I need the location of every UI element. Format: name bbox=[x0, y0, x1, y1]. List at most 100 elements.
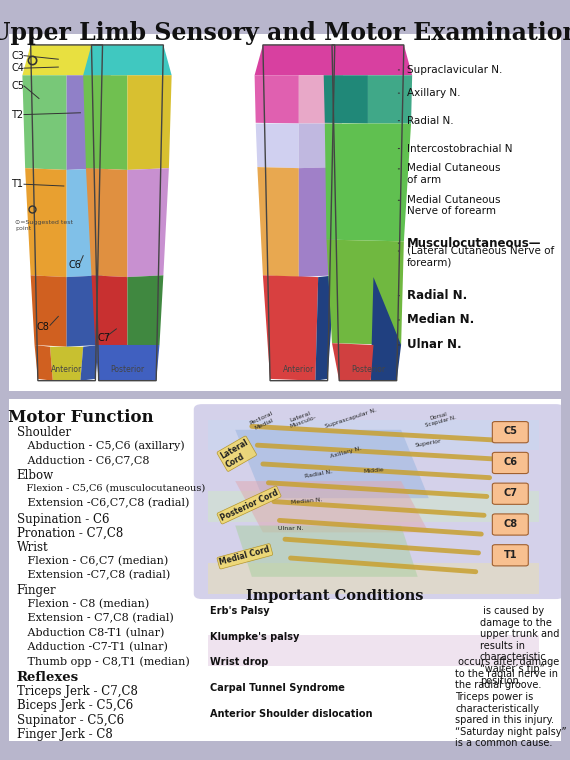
Text: Anterior: Anterior bbox=[51, 365, 82, 374]
Text: Lateral
Cord: Lateral Cord bbox=[219, 438, 255, 470]
Text: Erb's Palsy: Erb's Palsy bbox=[210, 606, 270, 616]
Polygon shape bbox=[22, 45, 111, 75]
Text: T2: T2 bbox=[11, 109, 23, 119]
Polygon shape bbox=[92, 275, 128, 347]
Polygon shape bbox=[299, 123, 342, 168]
Polygon shape bbox=[263, 275, 318, 381]
FancyBboxPatch shape bbox=[207, 635, 539, 666]
Text: Intercostobrachial N: Intercostobrachial N bbox=[406, 144, 512, 154]
Text: C6: C6 bbox=[68, 260, 81, 270]
Text: Radial N.: Radial N. bbox=[304, 470, 332, 479]
Text: Supraclavicular N.: Supraclavicular N. bbox=[406, 65, 502, 75]
Polygon shape bbox=[128, 275, 164, 347]
Text: Suprascapular N.: Suprascapular N. bbox=[325, 407, 378, 429]
Polygon shape bbox=[83, 75, 128, 170]
Polygon shape bbox=[325, 123, 411, 242]
Polygon shape bbox=[86, 168, 128, 277]
Polygon shape bbox=[256, 123, 299, 168]
Text: Musculocutaneous—: Musculocutaneous— bbox=[406, 236, 541, 250]
Text: C5: C5 bbox=[11, 81, 25, 91]
Polygon shape bbox=[299, 75, 343, 123]
FancyBboxPatch shape bbox=[207, 347, 539, 378]
Text: Wrist: Wrist bbox=[17, 541, 48, 554]
Text: ⊙=Suggested test
point: ⊙=Suggested test point bbox=[15, 220, 73, 231]
Text: C8: C8 bbox=[36, 322, 49, 332]
Polygon shape bbox=[31, 275, 67, 347]
Text: Extension -C7,C8 (radial): Extension -C7,C8 (radial) bbox=[17, 570, 170, 581]
FancyBboxPatch shape bbox=[492, 452, 528, 473]
Text: Finger: Finger bbox=[17, 584, 56, 597]
Polygon shape bbox=[324, 45, 412, 75]
Polygon shape bbox=[50, 347, 83, 381]
Text: Abduction C8-T1 (ulnar): Abduction C8-T1 (ulnar) bbox=[17, 628, 164, 638]
Text: Flexion - C8 (median): Flexion - C8 (median) bbox=[17, 599, 149, 609]
Text: Elbow: Elbow bbox=[17, 470, 54, 483]
Polygon shape bbox=[235, 430, 429, 499]
Text: Superior: Superior bbox=[415, 439, 442, 448]
Polygon shape bbox=[25, 168, 67, 277]
Text: C5: C5 bbox=[503, 426, 518, 436]
Text: Ulnar N.: Ulnar N. bbox=[406, 338, 461, 351]
Text: Upper Limb Sensory and Motor Examination: Upper Limb Sensory and Motor Examination bbox=[0, 21, 570, 46]
Text: Anterior Shoulder dislocation: Anterior Shoulder dislocation bbox=[210, 708, 373, 718]
FancyBboxPatch shape bbox=[3, 395, 567, 745]
Text: Axillary N.: Axillary N. bbox=[406, 88, 460, 98]
Polygon shape bbox=[315, 275, 335, 381]
Text: Axillary N.: Axillary N. bbox=[329, 445, 362, 458]
FancyBboxPatch shape bbox=[194, 404, 564, 599]
Text: Pronation - C7,C8: Pronation - C7,C8 bbox=[17, 527, 123, 540]
Text: Wrist drop: Wrist drop bbox=[210, 657, 268, 667]
Text: Medial Cutaneous
of arm: Medial Cutaneous of arm bbox=[406, 163, 500, 185]
Text: Flexion - C5,C6 (musculocutaneous): Flexion - C5,C6 (musculocutaneous) bbox=[17, 484, 205, 492]
Text: C7: C7 bbox=[503, 488, 518, 498]
Text: T1: T1 bbox=[11, 179, 23, 189]
Polygon shape bbox=[255, 75, 299, 123]
Polygon shape bbox=[128, 75, 172, 170]
Text: occurs after damage to the radial nerve in the radial groove. Triceps power is c: occurs after damage to the radial nerve … bbox=[455, 657, 567, 749]
Polygon shape bbox=[368, 75, 412, 123]
Polygon shape bbox=[299, 167, 340, 277]
Polygon shape bbox=[67, 168, 108, 277]
Text: T1: T1 bbox=[504, 549, 518, 559]
Polygon shape bbox=[258, 167, 299, 277]
Text: C8: C8 bbox=[503, 519, 518, 529]
Text: Ulnar N.: Ulnar N. bbox=[278, 527, 303, 531]
Text: C6: C6 bbox=[503, 458, 518, 467]
Polygon shape bbox=[370, 277, 401, 381]
Polygon shape bbox=[324, 75, 368, 123]
Text: Pectoral
Medial: Pectoral Medial bbox=[249, 411, 276, 432]
Text: Klumpke's palsy: Klumpke's palsy bbox=[210, 632, 300, 641]
Text: Median N.: Median N. bbox=[291, 498, 323, 505]
Text: C3: C3 bbox=[11, 51, 24, 61]
Text: Reflexes: Reflexes bbox=[17, 670, 79, 683]
Text: Posterior: Posterior bbox=[351, 365, 385, 374]
Polygon shape bbox=[80, 345, 99, 381]
Text: Radial N.: Radial N. bbox=[406, 289, 467, 302]
FancyBboxPatch shape bbox=[207, 492, 539, 522]
Text: Triceps Jerk - C7,C8: Triceps Jerk - C7,C8 bbox=[17, 685, 138, 698]
Polygon shape bbox=[95, 345, 160, 381]
Text: Radial N.: Radial N. bbox=[406, 116, 453, 125]
Text: C7: C7 bbox=[97, 333, 110, 343]
Text: Thumb opp - C8,T1 (median): Thumb opp - C8,T1 (median) bbox=[17, 656, 190, 667]
Polygon shape bbox=[67, 275, 103, 347]
Text: C4: C4 bbox=[11, 63, 24, 73]
Text: Medial Cutaneous
Nerve of forearm: Medial Cutaneous Nerve of forearm bbox=[406, 195, 500, 217]
Text: Carpal Tunnel Syndrome: Carpal Tunnel Syndrome bbox=[210, 683, 345, 693]
Polygon shape bbox=[22, 75, 67, 170]
Text: Biceps Jerk - C5,C6: Biceps Jerk - C5,C6 bbox=[17, 699, 133, 712]
Text: Median N.: Median N. bbox=[406, 313, 474, 327]
FancyBboxPatch shape bbox=[492, 514, 528, 535]
Polygon shape bbox=[332, 344, 373, 381]
FancyBboxPatch shape bbox=[207, 563, 539, 594]
Text: (Lateral Cutaneous Nerve of
forearm): (Lateral Cutaneous Nerve of forearm) bbox=[406, 245, 554, 268]
Polygon shape bbox=[327, 239, 404, 345]
Text: Extension -C6,C7,C8 (radial): Extension -C6,C7,C8 (radial) bbox=[17, 499, 189, 508]
Text: Medial Cord: Medial Cord bbox=[219, 545, 271, 568]
FancyBboxPatch shape bbox=[492, 422, 528, 443]
Text: Posterior Cord: Posterior Cord bbox=[219, 488, 279, 522]
Text: Posterior: Posterior bbox=[111, 365, 144, 374]
Text: Important Conditions: Important Conditions bbox=[246, 589, 424, 603]
Text: Extension - C7,C8 (radial): Extension - C7,C8 (radial) bbox=[17, 613, 174, 623]
Polygon shape bbox=[235, 526, 418, 577]
